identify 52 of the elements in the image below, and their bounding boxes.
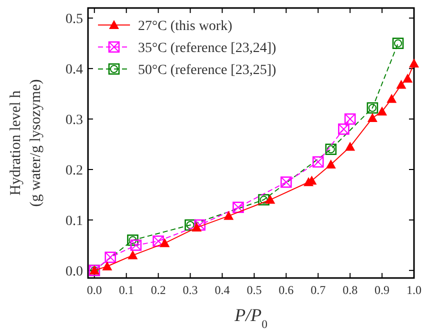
point xyxy=(312,156,324,168)
y-axis-title: Hydration level h xyxy=(8,90,24,196)
point xyxy=(224,210,234,220)
x-tick-label: 0.3 xyxy=(182,283,198,297)
point xyxy=(402,74,413,83)
x-tick-label: 0.8 xyxy=(342,283,358,297)
x-tick-label: 0.0 xyxy=(86,283,102,297)
point xyxy=(345,142,356,151)
point xyxy=(127,234,138,246)
x-tick-label: 0.9 xyxy=(374,283,390,297)
legend-label: 50°C (reference [23,25]) xyxy=(138,63,276,78)
x-tick-label: 1.0 xyxy=(406,283,422,297)
point xyxy=(367,113,378,122)
point xyxy=(396,80,406,89)
point xyxy=(326,159,336,168)
x-tick-label: 0.5 xyxy=(246,283,262,297)
point xyxy=(265,194,276,204)
point xyxy=(386,94,397,103)
legend-label: 27°C (this work) xyxy=(138,19,233,34)
y-tick-label: 0.3 xyxy=(66,113,83,128)
point xyxy=(280,176,292,188)
point xyxy=(377,106,388,116)
point xyxy=(102,261,112,270)
point xyxy=(392,38,404,49)
point xyxy=(338,123,350,135)
point xyxy=(366,102,378,114)
y-tick-label: 0.2 xyxy=(66,163,83,178)
point xyxy=(184,219,196,231)
point xyxy=(344,113,356,125)
point xyxy=(194,219,206,231)
x-axis-title: P/P$_{0}$ xyxy=(234,305,268,330)
x-tick-label: 0.1 xyxy=(118,283,134,297)
y-tick-label: 0.0 xyxy=(66,264,83,280)
point xyxy=(152,236,164,247)
point xyxy=(232,202,244,213)
point xyxy=(325,144,337,155)
y2-axis-title: (g water/g lysozyme) xyxy=(28,79,44,207)
point xyxy=(104,252,116,263)
y-tick-label: 0.1 xyxy=(66,214,83,229)
x-tick-label: 0.7 xyxy=(310,283,326,297)
y-tick-label: 0.4 xyxy=(66,62,83,78)
point xyxy=(130,240,142,251)
x-tick-label: 0.2 xyxy=(150,283,166,297)
point xyxy=(258,194,270,206)
point xyxy=(409,58,419,68)
y-tick-label: 0.5 xyxy=(66,12,83,28)
x-tick-label: 0.6 xyxy=(278,283,294,297)
point xyxy=(192,222,202,232)
point xyxy=(128,250,138,260)
legend-label: 35°C (reference [23,24]) xyxy=(138,41,276,56)
x-tick-label: 0.4 xyxy=(214,283,230,297)
point xyxy=(160,238,170,248)
